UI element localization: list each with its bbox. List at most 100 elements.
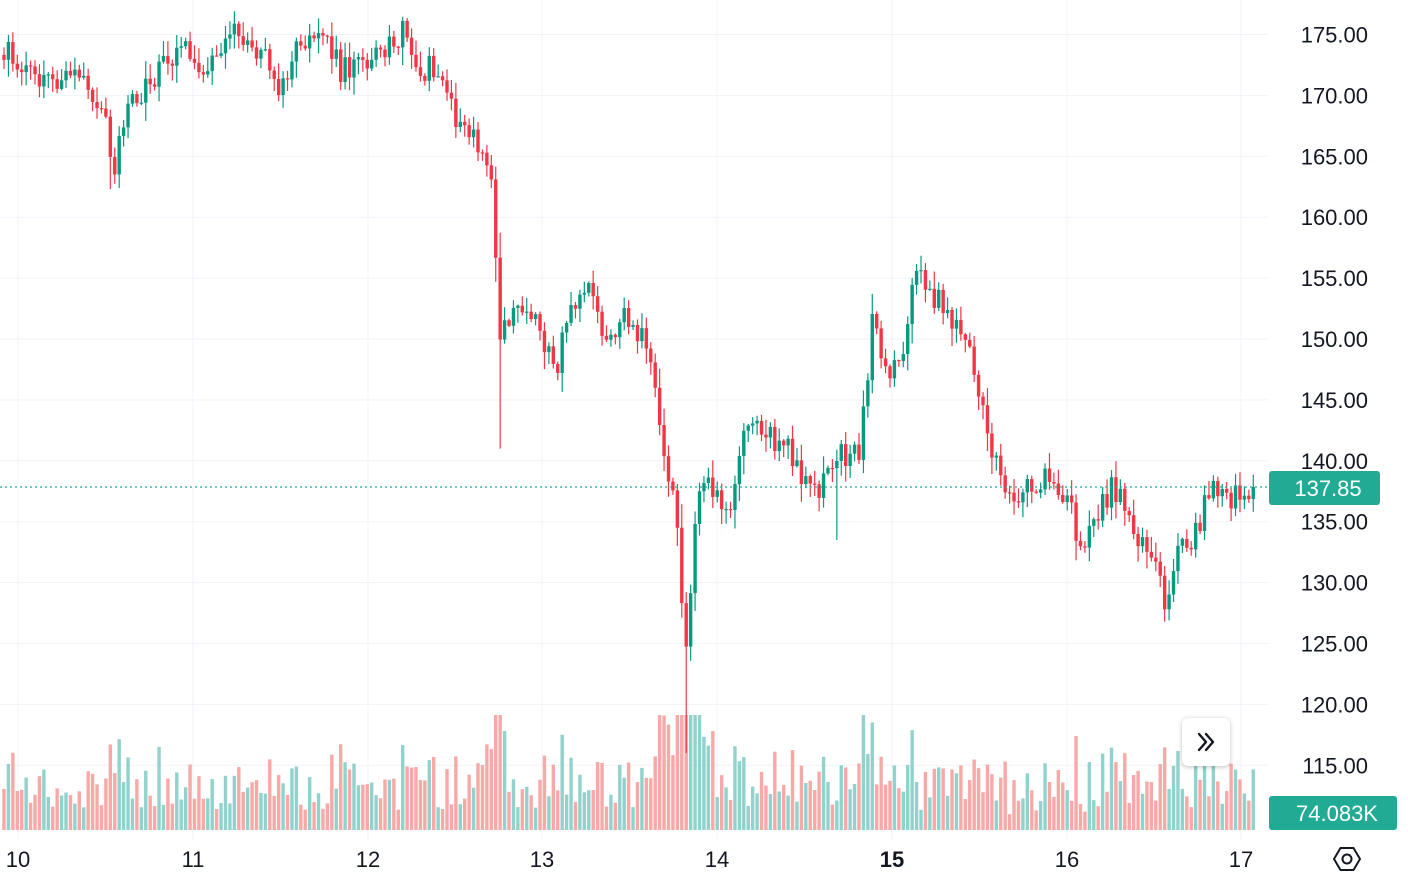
scroll-to-realtime-button[interactable] bbox=[1182, 718, 1230, 766]
candle-body bbox=[392, 36, 396, 47]
volume-bar bbox=[401, 745, 405, 830]
candle bbox=[144, 61, 148, 121]
candle bbox=[773, 418, 777, 460]
candle bbox=[454, 82, 458, 138]
volume-bar bbox=[126, 757, 130, 830]
volume-bar bbox=[374, 795, 378, 830]
candle-body bbox=[77, 69, 82, 78]
candle-body bbox=[817, 484, 821, 498]
time-tick-label: 13 bbox=[530, 847, 554, 872]
volume-bar bbox=[587, 790, 591, 830]
candle bbox=[835, 449, 839, 540]
volume-bar bbox=[467, 774, 471, 830]
price-tick-label: 150.00 bbox=[1301, 327, 1368, 352]
volume-bar bbox=[396, 809, 400, 830]
candle bbox=[569, 291, 573, 327]
candle bbox=[582, 281, 587, 303]
candle-body bbox=[1087, 525, 1092, 548]
volume-bar bbox=[498, 715, 502, 830]
candle-body bbox=[334, 49, 338, 59]
volume-bar bbox=[294, 766, 299, 830]
volume-bar bbox=[950, 769, 954, 830]
volume-bar bbox=[334, 788, 338, 830]
candle-body bbox=[1216, 480, 1220, 497]
candle-body bbox=[55, 79, 59, 89]
candle bbox=[1127, 506, 1131, 522]
volume-bar bbox=[454, 756, 458, 830]
volume-bar bbox=[675, 715, 680, 830]
volume-bar bbox=[1145, 781, 1149, 830]
candle bbox=[923, 263, 928, 303]
candle bbox=[303, 35, 307, 51]
candle bbox=[906, 316, 910, 371]
chart-settings-button[interactable] bbox=[1330, 842, 1364, 876]
candle-body bbox=[250, 40, 254, 48]
candle-body bbox=[1242, 495, 1247, 500]
volume-bar bbox=[1162, 747, 1167, 830]
candle bbox=[737, 446, 742, 502]
candle-body bbox=[746, 425, 750, 431]
candle bbox=[883, 348, 888, 374]
candle bbox=[1242, 486, 1247, 510]
candle-body bbox=[715, 490, 719, 497]
candle-body bbox=[600, 311, 604, 336]
candle bbox=[688, 584, 693, 661]
candle-body bbox=[121, 127, 126, 136]
volume-bar bbox=[1154, 800, 1158, 830]
candle-body bbox=[604, 335, 609, 340]
volume-bar bbox=[290, 768, 294, 830]
volume-bar bbox=[777, 791, 781, 830]
candle-body bbox=[11, 41, 15, 64]
candle-body bbox=[387, 36, 392, 58]
candle bbox=[1007, 485, 1012, 504]
candle bbox=[622, 297, 626, 331]
candle-body bbox=[773, 426, 777, 452]
volume-bar bbox=[657, 715, 662, 830]
candle-body bbox=[910, 284, 914, 325]
candle-body bbox=[1224, 488, 1229, 493]
price-axis[interactable]: 175.00 170.00 165.00 160.00 155.00 150.00 145.… bbox=[1301, 23, 1368, 779]
candle bbox=[1016, 488, 1021, 509]
volume-bar bbox=[254, 780, 259, 830]
volume-bar bbox=[1127, 803, 1131, 830]
volume-bar bbox=[1109, 747, 1114, 830]
volume-bar bbox=[875, 784, 879, 830]
candle bbox=[728, 501, 733, 518]
time-axis[interactable]: 10 11 12 13 14 15 16 17 bbox=[6, 847, 1253, 872]
candle-body bbox=[1193, 522, 1198, 550]
candle-body bbox=[631, 325, 635, 327]
candle-body bbox=[1176, 545, 1180, 572]
candle bbox=[210, 47, 214, 85]
candle-body bbox=[1083, 546, 1087, 548]
candle-body bbox=[183, 41, 188, 47]
volume-bar bbox=[1003, 761, 1007, 830]
volume-bar bbox=[693, 715, 697, 830]
volume-bar bbox=[1083, 811, 1087, 830]
candle-body bbox=[241, 36, 245, 45]
candle bbox=[711, 460, 715, 509]
volume-bar bbox=[768, 794, 773, 830]
candle bbox=[959, 306, 963, 341]
candle bbox=[1140, 527, 1145, 553]
volume-bar bbox=[715, 797, 719, 830]
candle-body bbox=[1171, 571, 1176, 595]
candle-body bbox=[702, 483, 706, 492]
candle-body bbox=[476, 129, 480, 153]
volume-bar bbox=[1247, 800, 1251, 830]
candle bbox=[175, 35, 179, 83]
volume-bar bbox=[33, 794, 37, 830]
candle-body bbox=[1038, 489, 1043, 493]
candle bbox=[538, 311, 542, 341]
candle bbox=[294, 37, 299, 78]
candle bbox=[1092, 517, 1096, 538]
candle bbox=[781, 439, 786, 458]
candle-body bbox=[1238, 485, 1242, 500]
volume-bar bbox=[303, 809, 307, 830]
volume-bar bbox=[1047, 781, 1052, 830]
candle bbox=[108, 109, 113, 190]
volume-bar bbox=[835, 800, 839, 830]
candle-body bbox=[875, 314, 879, 329]
candle-body bbox=[821, 473, 826, 498]
